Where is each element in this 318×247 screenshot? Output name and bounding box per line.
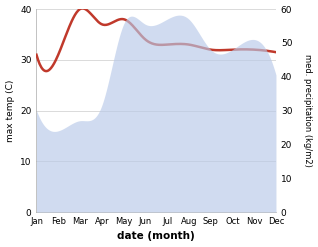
Y-axis label: med. precipitation (kg/m2): med. precipitation (kg/m2) xyxy=(303,54,313,167)
Y-axis label: max temp (C): max temp (C) xyxy=(5,79,15,142)
X-axis label: date (month): date (month) xyxy=(117,231,195,242)
